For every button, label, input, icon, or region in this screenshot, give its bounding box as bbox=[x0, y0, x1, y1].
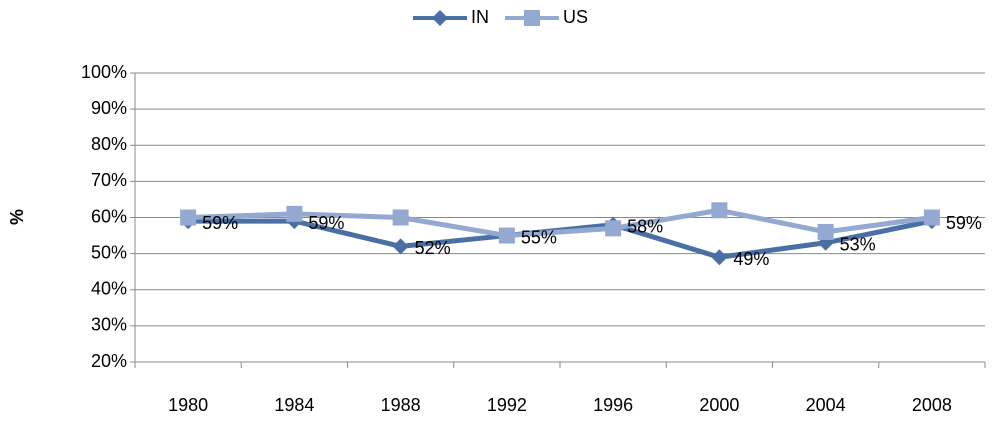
data-point bbox=[392, 238, 409, 255]
y-tick-label: 30% bbox=[91, 315, 127, 335]
y-tick-label: 70% bbox=[91, 170, 127, 190]
data-label: 58% bbox=[627, 216, 663, 236]
legend-marker bbox=[524, 10, 540, 26]
data-label: 55% bbox=[521, 227, 557, 247]
data-label: 49% bbox=[733, 249, 769, 269]
data-label: 53% bbox=[840, 235, 876, 255]
data-point bbox=[392, 209, 409, 226]
legend-marker bbox=[432, 10, 448, 26]
y-tick-label: 100% bbox=[81, 62, 127, 82]
x-tick-label: 1988 bbox=[381, 395, 421, 415]
x-tick-label: 1992 bbox=[487, 395, 527, 415]
x-tick-label: 2000 bbox=[699, 395, 739, 415]
data-label: 59% bbox=[202, 213, 238, 233]
y-tick-label: 50% bbox=[91, 242, 127, 262]
y-tick-label: 90% bbox=[91, 98, 127, 118]
legend-label: IN bbox=[471, 7, 489, 27]
x-tick-label: 2008 bbox=[912, 395, 952, 415]
x-tick-label: 1980 bbox=[168, 395, 208, 415]
y-tick-label: 60% bbox=[91, 206, 127, 226]
data-point bbox=[498, 227, 515, 244]
y-tick-label: 40% bbox=[91, 279, 127, 299]
x-tick-label: 1996 bbox=[593, 395, 633, 415]
y-tick-label: 80% bbox=[91, 134, 127, 154]
data-point bbox=[711, 202, 728, 219]
data-point bbox=[180, 209, 197, 226]
y-tick-label: 20% bbox=[91, 351, 127, 371]
data-label: 59% bbox=[946, 213, 982, 233]
data-point bbox=[286, 205, 303, 222]
data-point bbox=[711, 249, 728, 266]
legend-label: US bbox=[563, 7, 588, 27]
x-tick-label: 1984 bbox=[274, 395, 314, 415]
data-point bbox=[817, 223, 834, 240]
data-label: 52% bbox=[415, 238, 451, 258]
series-line bbox=[188, 207, 933, 239]
data-label: 59% bbox=[308, 213, 344, 233]
y-axis-title: % bbox=[7, 209, 27, 225]
data-point bbox=[605, 220, 622, 237]
data-point bbox=[923, 209, 940, 226]
x-tick-label: 2004 bbox=[806, 395, 846, 415]
